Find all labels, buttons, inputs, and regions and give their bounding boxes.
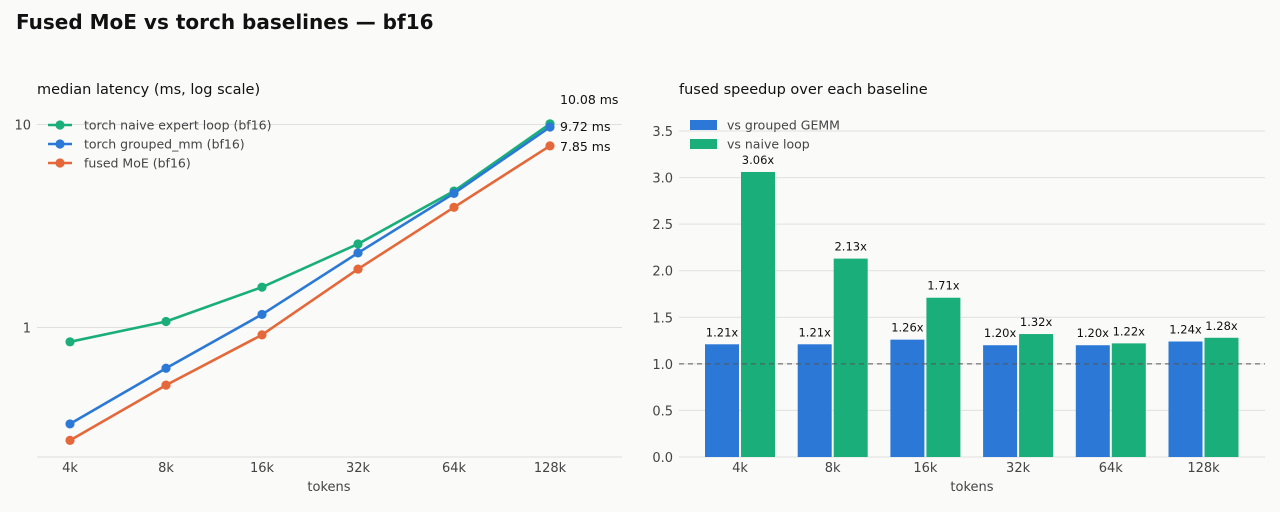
latency-x-axis-label: tokens bbox=[307, 480, 350, 495]
bar-value-label: 1.21x bbox=[706, 325, 739, 339]
legend-entry-fused-moe-bf16[interactable]: fused MoE (bf16) bbox=[84, 156, 191, 171]
legend-swatch-marker bbox=[55, 120, 65, 130]
legend-entry-torch-naive-expert-loop-bf16[interactable]: torch naive expert loop (bf16) bbox=[84, 118, 271, 133]
speedup-x-axis-label: tokens bbox=[950, 480, 993, 495]
speedup-y-tick-label: 3.0 bbox=[652, 172, 673, 187]
bar-vs-grouped-gemm bbox=[983, 345, 1018, 457]
speedup-x-tick-label: 8k bbox=[825, 461, 841, 476]
bar-value-label: 1.21x bbox=[798, 325, 831, 339]
speedup-ticks: 0.0 0.5 1.0 1.5 2.0 2.5 3.0 3.5 4k 8k 16k 32k 64k 128… bbox=[652, 125, 1220, 476]
data-point bbox=[65, 419, 75, 429]
end-value-label: 7.85 ms bbox=[560, 139, 611, 154]
series-line-torch-grouped-mm-bf16 bbox=[69, 125, 551, 426]
latency-legend[interactable]: torch naive expert loop (bf16) torch grou… bbox=[48, 118, 271, 171]
data-point bbox=[161, 363, 171, 373]
data-point bbox=[449, 188, 459, 198]
latency-x-tick-label: 4k bbox=[62, 461, 78, 476]
legend-swatch bbox=[690, 120, 717, 130]
bar-value-label: 1.24x bbox=[1169, 323, 1202, 337]
latency-x-tick-label: 64k bbox=[442, 461, 467, 476]
bar-vs-naive-loop bbox=[1204, 337, 1239, 457]
bar-vs-naive-loop bbox=[1019, 334, 1054, 457]
legend-swatch bbox=[690, 139, 717, 149]
latency-x-tick-label: 32k bbox=[346, 461, 371, 476]
data-point bbox=[353, 239, 363, 249]
bar-value-label: 1.20x bbox=[1077, 326, 1110, 340]
bar-value-label: 2.13x bbox=[834, 240, 867, 254]
bar-vs-naive-loop bbox=[926, 297, 961, 457]
speedup-y-tick-label: 1.0 bbox=[652, 358, 673, 373]
data-point bbox=[257, 309, 267, 320]
series-line-torch-naive-expert-loop-bf16 bbox=[69, 122, 551, 344]
bar-vs-naive-loop bbox=[1111, 343, 1146, 457]
bar-vs-grouped-gemm bbox=[1075, 345, 1110, 457]
bar-vs-grouped-gemm bbox=[890, 339, 925, 457]
data-point bbox=[257, 330, 267, 340]
bar-vs-naive-loop bbox=[833, 258, 868, 457]
end-value-label: 10.08 ms bbox=[560, 92, 618, 107]
speedup-bars: 1.21x3.06x1.21x2.13x1.26x1.71x1.20x1.32x… bbox=[705, 153, 1239, 458]
figure-title: Fused MoE vs torch baselines — bf16 bbox=[16, 10, 434, 34]
data-point bbox=[545, 141, 555, 151]
speedup-legend[interactable]: vs grouped GEMM vs naive loop bbox=[690, 118, 840, 152]
latency-x-tick-label: 128k bbox=[534, 461, 567, 476]
speedup-x-tick-label: 4k bbox=[732, 461, 748, 476]
data-point bbox=[353, 248, 363, 258]
end-value-label: 9.72 ms bbox=[560, 119, 611, 134]
speedup-y-tick-label: 3.5 bbox=[652, 125, 673, 140]
latency-ticks: 1 10 4k 8k 16k 32k 64k 128k bbox=[14, 119, 566, 477]
data-point bbox=[353, 264, 363, 274]
data-point bbox=[161, 380, 171, 390]
bar-vs-grouped-gemm bbox=[705, 344, 739, 457]
speedup-x-tick-label: 16k bbox=[913, 461, 938, 476]
latency-y-tick-label: 10 bbox=[14, 119, 31, 134]
speedup-y-tick-label: 1.5 bbox=[652, 311, 673, 326]
speedup-y-tick-label: 0.0 bbox=[652, 451, 673, 466]
bar-value-label: 1.32x bbox=[1020, 315, 1053, 329]
speedup-panel-title: fused speedup over each baseline bbox=[679, 82, 928, 98]
bar-vs-naive-loop bbox=[741, 171, 775, 458]
legend-entry-torch-grouped-mm-bf16[interactable]: torch grouped_mm (bf16) bbox=[84, 137, 245, 152]
bar-vs-grouped-gemm bbox=[797, 344, 832, 457]
bar-value-label: 3.06x bbox=[742, 153, 775, 167]
bar-value-label: 1.20x bbox=[984, 326, 1017, 340]
series-line-fused-moe-bf16 bbox=[69, 144, 551, 442]
legend-swatch-marker bbox=[55, 158, 65, 168]
latency-series: 10.08 ms 9.72 ms 7.85 ms bbox=[65, 92, 618, 445]
speedup-y-tick-label: 2.0 bbox=[652, 265, 673, 280]
data-point bbox=[257, 282, 267, 292]
legend-entry-vs-naive-loop[interactable]: vs naive loop bbox=[727, 137, 810, 152]
legend-swatch-marker bbox=[55, 139, 65, 149]
bar-value-label: 1.26x bbox=[891, 321, 924, 335]
data-point bbox=[65, 337, 75, 347]
speedup-x-tick-label: 128k bbox=[1187, 461, 1220, 476]
latency-x-tick-label: 16k bbox=[250, 461, 275, 476]
bar-value-label: 1.22x bbox=[1113, 324, 1146, 338]
legend-entry-vs-grouped-gemm[interactable]: vs grouped GEMM bbox=[727, 118, 840, 133]
speedup-x-tick-label: 64k bbox=[1099, 461, 1124, 476]
latency-x-tick-label: 8k bbox=[158, 461, 174, 476]
speedup-x-tick-label: 32k bbox=[1006, 461, 1031, 476]
speedup-y-tick-label: 0.5 bbox=[652, 404, 673, 419]
bar-value-label: 1.71x bbox=[927, 279, 960, 293]
speedup-y-tick-label: 2.5 bbox=[652, 218, 673, 233]
latency-panel-title: median latency (ms, log scale) bbox=[37, 82, 260, 98]
data-point bbox=[545, 122, 555, 132]
latency-y-tick-label: 1 bbox=[23, 322, 31, 337]
speedup-gridlines bbox=[679, 130, 1265, 458]
data-point bbox=[65, 435, 75, 445]
bar-value-label: 1.28x bbox=[1205, 319, 1238, 333]
bar-vs-grouped-gemm bbox=[1168, 341, 1203, 457]
data-point bbox=[161, 316, 171, 327]
data-point bbox=[449, 202, 459, 212]
